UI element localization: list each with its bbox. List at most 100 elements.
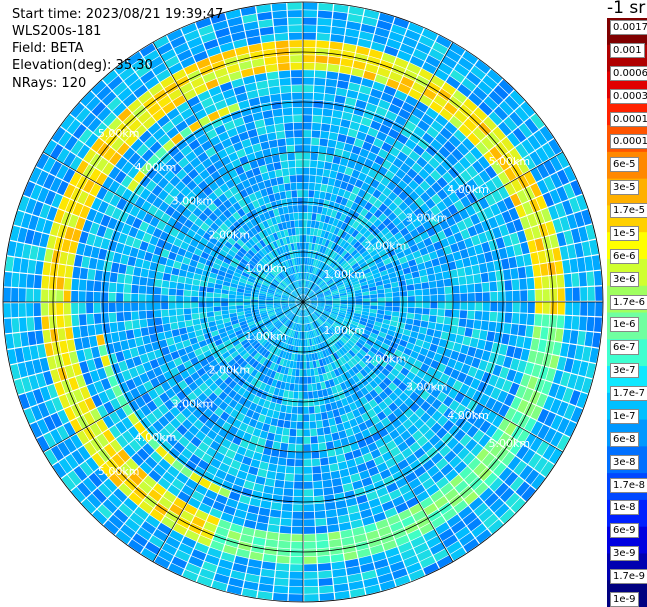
range-gate [327,258,334,266]
range-gate [594,317,602,333]
range-gate [315,289,322,294]
range-gate [411,107,425,120]
range-gate [338,126,349,136]
range-gate [257,437,267,447]
range-gate [452,285,460,294]
range-gate [43,432,57,448]
range-gate [453,232,464,243]
range-gate [202,71,217,83]
range-gate [369,380,378,389]
range-gate [275,276,282,282]
range-gate [419,94,433,107]
range-gate [213,302,221,307]
range-gate [307,212,312,220]
range-gate [262,282,270,287]
range-gate [381,342,390,351]
range-gate [285,221,291,229]
range-gate [351,425,361,435]
range-gate [429,251,438,260]
range-gate [243,195,252,205]
range-gate [299,272,302,280]
range-gate [300,302,303,309]
range-gate [79,361,90,374]
range-gate [213,387,223,397]
range-gate [324,239,330,248]
range-gate [563,230,574,245]
range-gate [314,311,321,317]
range-gate [298,339,302,347]
range-ring-label: 4.00km [135,431,177,444]
range-gate [356,244,364,252]
range-gate [397,83,411,95]
range-gate [13,210,25,227]
range-gate [304,288,308,295]
range-gate [393,196,403,207]
range-gate [93,211,104,225]
range-gate [369,205,378,215]
range-gate [247,366,255,375]
range-gate [303,107,313,115]
range-gate [144,76,160,90]
range-gate [212,501,226,512]
range-gate [517,360,527,373]
range-gate [471,235,481,246]
range-gate [155,271,164,280]
range-gate [161,309,169,317]
range-gate [529,151,543,167]
range-gate [89,183,102,197]
range-gate [275,215,282,224]
range-gate [248,97,261,107]
range-gate [289,303,296,307]
range-gate [378,391,388,401]
range-gate [456,220,467,232]
range-gate [264,332,272,339]
range-gate [308,398,314,407]
range-gate [521,486,536,502]
range-gate [497,312,505,323]
range-gate [218,131,230,142]
range-gate [198,256,207,265]
range-gate [368,537,382,548]
range-gate [414,396,425,407]
range-gate [310,428,318,437]
range-gate [340,222,348,231]
range-gate [450,69,465,83]
range-gate [519,313,528,325]
range-gate [317,10,333,19]
range-gate [173,42,190,55]
range-gate [320,262,326,270]
range-gate [326,267,333,275]
range-gate [353,355,361,363]
range-gate [289,235,294,244]
range-gate [293,273,298,281]
range-gate [318,374,325,383]
range-gate [363,577,379,588]
range-gate [189,337,198,345]
range-gate [322,419,330,428]
range-gate [39,357,50,372]
range-gate [433,241,443,251]
range-gate [412,375,423,385]
range-gate [242,244,250,252]
range-gate [312,390,319,399]
range-gate [443,348,453,358]
range-gate [497,171,510,185]
range-gate [326,516,339,526]
range-gate [405,95,419,107]
range-gate [70,102,85,118]
range-gate [318,442,327,451]
range-gate [160,249,170,258]
range-gate [330,553,344,563]
range-gate [162,273,171,281]
range-gate [342,241,350,250]
range-gate [290,549,303,557]
range-gate [404,436,416,447]
range-gate [248,466,259,476]
range-gate [304,309,307,317]
range-gate [323,311,330,316]
range-gate [401,145,413,156]
range-gate [348,246,356,255]
range-gate [397,358,407,367]
range-gate [100,378,112,391]
range-gate [560,371,571,387]
